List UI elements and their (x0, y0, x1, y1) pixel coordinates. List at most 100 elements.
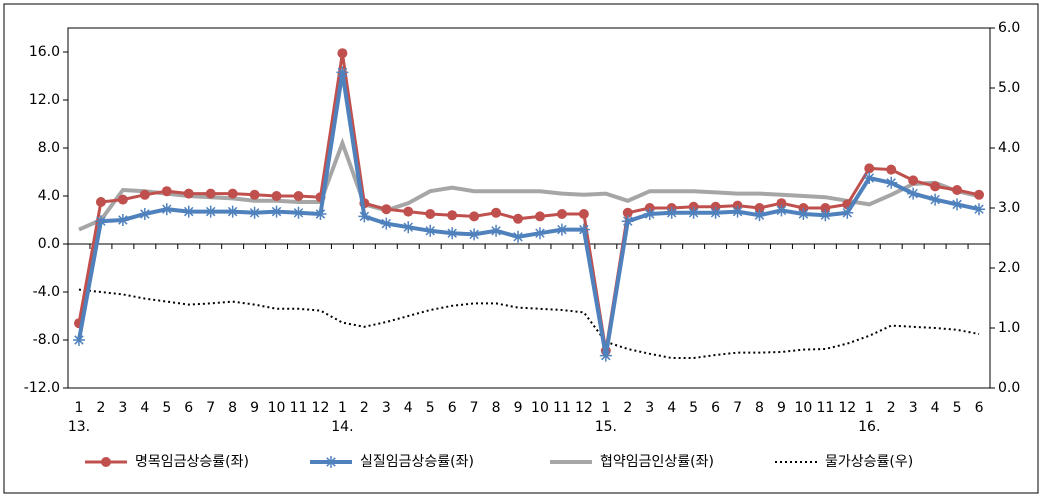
point (227, 188, 238, 199)
point (182, 205, 195, 218)
point (863, 172, 876, 184)
point (183, 188, 194, 199)
x-tick-label: 6 (975, 400, 984, 416)
x-tick-label: 5 (689, 400, 698, 416)
point (337, 48, 348, 59)
x-tick-label: 3 (382, 400, 391, 416)
point (249, 189, 260, 200)
point (555, 223, 568, 236)
point (381, 204, 392, 215)
x-tick-label: 4 (931, 400, 940, 416)
point (358, 210, 371, 223)
point (226, 205, 239, 218)
point (72, 334, 85, 346)
point (446, 227, 459, 240)
x-tick-label: 1 (865, 400, 874, 416)
point (577, 223, 590, 236)
point (94, 215, 107, 228)
x-tick-label: 10 (794, 400, 812, 416)
x-tick-label: 4 (404, 400, 413, 416)
y2-tick-label: 1.0 (998, 320, 1020, 336)
series (78, 288, 980, 359)
point (490, 224, 503, 237)
legend-label: 협약임금인상률(좌) (600, 454, 714, 470)
point (687, 206, 700, 219)
point (270, 205, 283, 218)
x-tick-label: 9 (777, 400, 786, 416)
x-tick-label: 6 (448, 400, 457, 416)
y-tick-label: -4.0 (33, 284, 60, 300)
point (753, 209, 766, 222)
x-tick-label: 12 (575, 400, 593, 416)
x-tick-label: 1 (338, 400, 347, 416)
point (754, 203, 765, 213)
y-tick-label: 12.0 (29, 92, 60, 108)
x-tick-label: 12 (838, 400, 856, 416)
point (974, 189, 985, 200)
point (447, 210, 458, 221)
x-tick-label: 7 (733, 400, 742, 416)
point (775, 204, 788, 217)
y2-tick-label: 0.0 (998, 380, 1020, 396)
point (709, 206, 722, 219)
point (952, 185, 963, 195)
series (73, 48, 985, 356)
point (425, 209, 436, 219)
y-tick-label: 0.0 (38, 236, 60, 252)
point (139, 189, 150, 200)
x-tick-label: 8 (492, 400, 501, 416)
x-tick-label: 11 (816, 400, 834, 416)
point (886, 164, 897, 175)
point (621, 215, 634, 228)
point (973, 203, 986, 216)
x-tick-label: 2 (887, 400, 896, 416)
point (930, 181, 941, 192)
x-tick-label: 5 (953, 400, 962, 416)
point (469, 211, 480, 222)
y-tick-label: -12.0 (24, 380, 60, 396)
point (248, 206, 261, 219)
point (929, 193, 942, 206)
x-tick-label: 7 (470, 400, 479, 416)
point (292, 206, 305, 219)
point (95, 197, 106, 207)
point (556, 209, 567, 219)
point (599, 349, 612, 362)
x-tick-label: 7 (206, 400, 215, 416)
x-tick-label: 8 (228, 400, 237, 416)
x-tick-label: 2 (360, 400, 369, 416)
x-tick-label: 8 (755, 400, 764, 416)
series-line (78, 137, 980, 232)
point (336, 66, 349, 79)
x-tick-label: 10 (268, 400, 286, 416)
point (138, 208, 151, 220)
point (533, 227, 546, 240)
x-tick-label: 11 (553, 400, 571, 416)
x-tick-label: 11 (290, 400, 308, 416)
frame (3, 3, 1039, 494)
point (665, 206, 678, 219)
series (72, 66, 986, 362)
y-tick-label: 16.0 (29, 44, 60, 60)
point (513, 213, 524, 224)
y2-tick-label: 3.0 (998, 200, 1020, 216)
point (731, 205, 744, 218)
point (841, 206, 854, 219)
point (380, 217, 393, 230)
year-label: 15. (595, 419, 617, 435)
x-tick-label: 12 (312, 400, 330, 416)
point (116, 214, 129, 226)
point (101, 457, 111, 467)
point (819, 209, 832, 222)
y2-tick-label: 2.0 (998, 260, 1020, 276)
point (797, 208, 810, 220)
point (402, 221, 415, 234)
point (314, 208, 327, 220)
y-tick-label: 8.0 (38, 140, 60, 156)
point (776, 198, 787, 209)
point (293, 191, 304, 201)
point (622, 207, 633, 218)
x-tick-label: 3 (645, 400, 654, 416)
year-label: 13. (68, 419, 90, 435)
